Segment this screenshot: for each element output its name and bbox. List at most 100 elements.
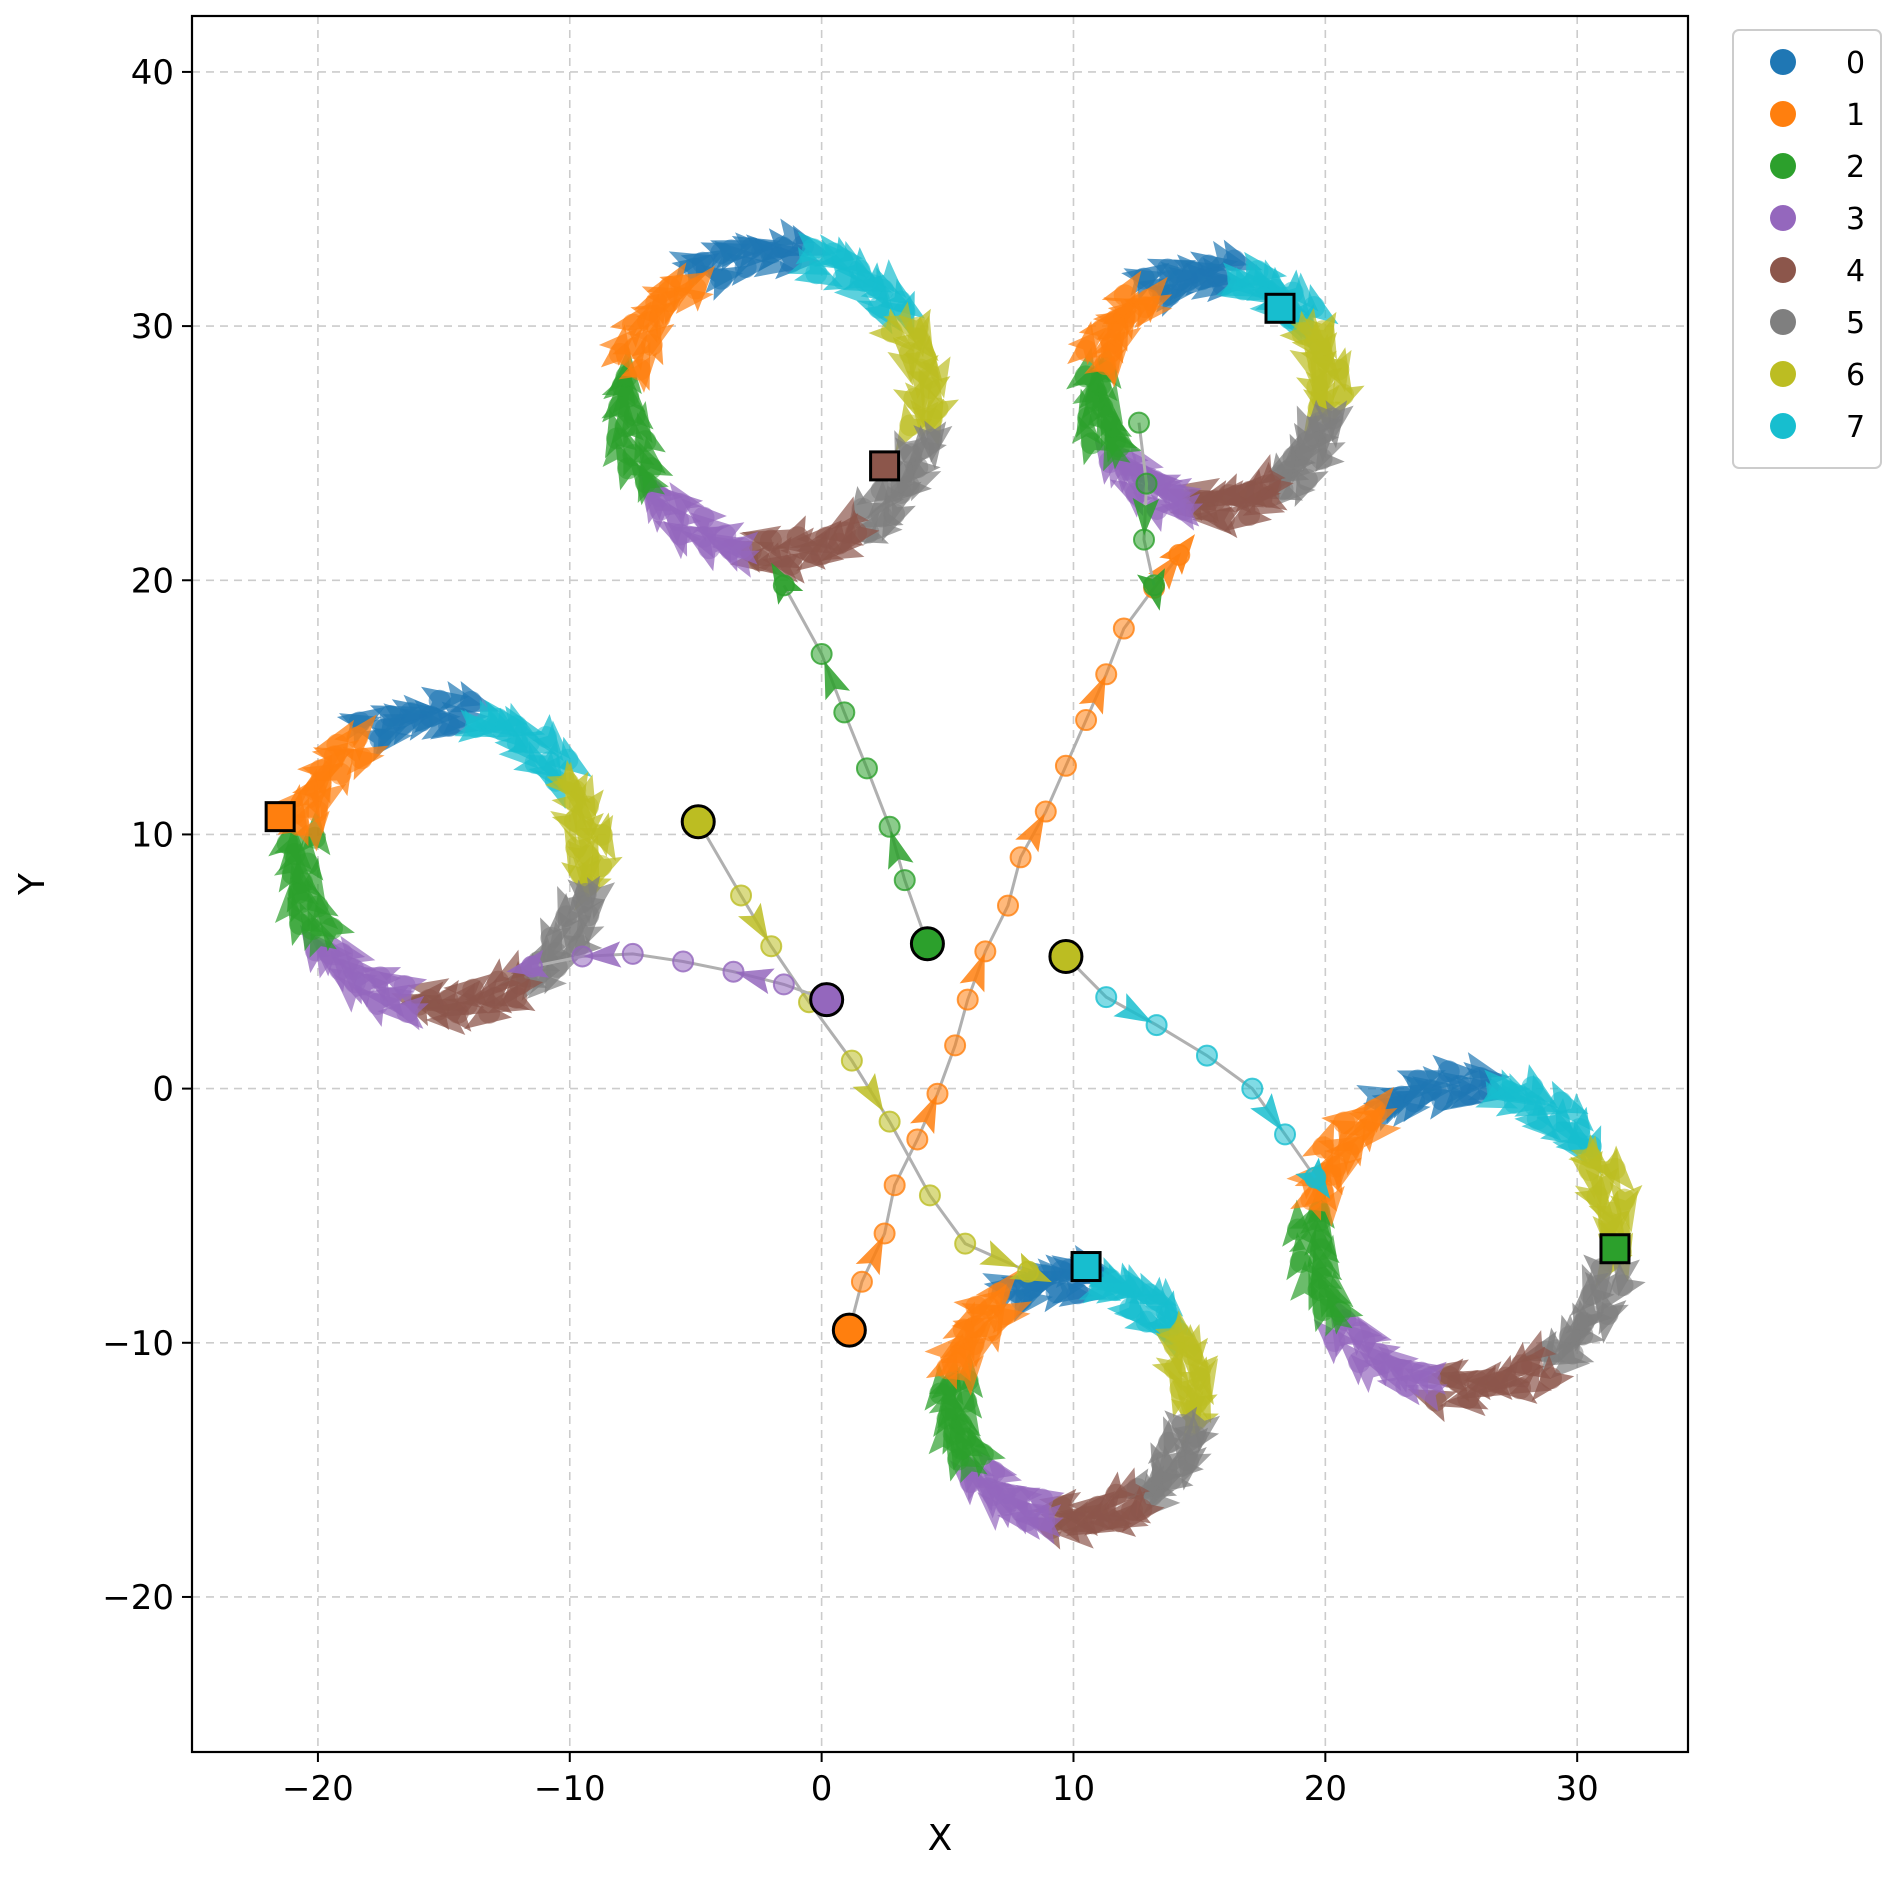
velocity-arrow: [621, 352, 658, 393]
circular-trajectories: [268, 218, 1646, 1550]
velocity-arrow: [544, 736, 592, 777]
end-marker: [1264, 292, 1296, 324]
velocity-arrow: [739, 525, 782, 554]
velocity-arrow: [949, 1371, 983, 1419]
trajectory-point: [997, 894, 1019, 917]
legend-marker: [1770, 153, 1796, 179]
legend-marker: [1770, 205, 1796, 231]
start-marker: [680, 804, 716, 840]
legend-marker: [1770, 309, 1796, 335]
velocity-arrow: [1460, 1052, 1504, 1080]
velocity-arrow: [1301, 1119, 1335, 1169]
trajectory-point: [1009, 846, 1032, 869]
velocity-arrow: [959, 952, 985, 993]
velocity-arrow: [334, 714, 377, 761]
y-tick-label: 40: [131, 53, 174, 93]
velocity-arrow: [1290, 1260, 1319, 1302]
velocity-arrow: [888, 830, 914, 870]
trajectory-point: [810, 642, 833, 665]
velocity-arrow: [1297, 435, 1345, 478]
trajectory-point: [722, 960, 745, 983]
velocity-arrow: [904, 380, 934, 422]
velocity-arrow: [735, 968, 775, 995]
velocity-arrow: [1351, 1086, 1394, 1134]
trajectory-point: [772, 973, 795, 996]
velocity-arrow: [1171, 1378, 1201, 1420]
velocity-arrow: [1598, 1292, 1629, 1335]
legend-label: 4: [1846, 254, 1865, 289]
velocity-arrow: [922, 356, 951, 399]
trajectory-point: [621, 942, 644, 965]
transit-trajectory: [838, 534, 1196, 1342]
velocity-arrow: [1189, 1358, 1219, 1401]
velocity-arrow: [1490, 1370, 1538, 1404]
legend-label: 2: [1846, 150, 1865, 185]
trajectory-point: [840, 1049, 863, 1072]
y-tick-label: 30: [131, 307, 174, 347]
legend-label: 5: [1846, 306, 1865, 341]
legend-box: [1732, 29, 1882, 469]
velocity-arrow: [1610, 1190, 1639, 1233]
trajectory-point: [1095, 986, 1118, 1009]
start-marker: [909, 926, 945, 962]
trajectory-point: [926, 1082, 949, 1105]
velocity-arrow: [910, 1094, 938, 1134]
y-tick-label: 10: [131, 815, 174, 855]
legend-label: 0: [1846, 46, 1865, 81]
x-tick-label: −20: [282, 1769, 354, 1809]
velocity-arrow: [464, 989, 513, 1030]
trajectory-point: [1112, 617, 1135, 640]
legend: 0 1 2 3 4 5 6 7: [1732, 29, 1882, 469]
trajectory-point: [1133, 528, 1155, 551]
velocity-arrow: [1432, 1054, 1479, 1088]
velocity-arrow: [975, 1270, 1019, 1317]
velocity-arrow: [855, 467, 905, 506]
trajectory-point: [893, 869, 916, 892]
start-end-markers: [264, 292, 1631, 1348]
velocity-arrow: [1132, 497, 1160, 536]
trajectory-point: [878, 1110, 901, 1133]
ring-trajectory: [598, 218, 959, 584]
trajectory-point: [571, 945, 594, 968]
y-axis-label: Y: [12, 872, 53, 896]
velocity-arrow: [1159, 534, 1196, 575]
velocity-arrow: [1286, 1232, 1320, 1281]
velocity-arrow: [738, 902, 769, 942]
x-axis-label: X: [928, 1818, 953, 1859]
trajectory-point: [918, 1184, 941, 1207]
velocity-arrow: [1160, 503, 1204, 531]
velocity-arrow: [314, 719, 355, 768]
y-tick-label: −20: [102, 1578, 174, 1618]
trajectory-point: [760, 935, 783, 958]
transit-trajectories: [506, 411, 1331, 1342]
trajectory-point: [956, 988, 979, 1011]
ring-trajectory: [1282, 1052, 1646, 1423]
velocity-arrow: [506, 949, 549, 978]
velocity-arrow: [1604, 1262, 1646, 1310]
velocity-arrow: [833, 270, 875, 308]
velocity-arrow: [585, 814, 614, 858]
x-tick-label: 0: [811, 1769, 833, 1809]
velocity-arrow: [1517, 1074, 1559, 1109]
start-marker: [1048, 938, 1084, 974]
velocity-arrow: [414, 699, 461, 733]
velocity-arrow: [583, 941, 622, 968]
end-marker: [869, 450, 901, 482]
legend-marker: [1770, 257, 1796, 283]
legend-label: 7: [1846, 410, 1865, 445]
velocity-arrow: [318, 747, 355, 797]
transit-trajectory: [771, 562, 939, 955]
velocity-arrow: [979, 1240, 1019, 1268]
velocity-arrow: [1550, 1341, 1591, 1379]
axis-ticks: −20 −10 0 10 20 30 −20 −10 0 10 20 30 40: [102, 53, 1599, 1809]
velocity-arrow: [855, 1235, 884, 1276]
x-tick-label: −10: [534, 1769, 606, 1809]
trajectory-point: [1034, 800, 1057, 823]
velocity-arrow: [1295, 1157, 1331, 1199]
end-marker: [264, 801, 296, 833]
trajectory-point: [1241, 1077, 1264, 1100]
grid: [192, 16, 1688, 1752]
velocity-arrow: [1118, 478, 1158, 518]
legend-label: 1: [1846, 98, 1865, 133]
